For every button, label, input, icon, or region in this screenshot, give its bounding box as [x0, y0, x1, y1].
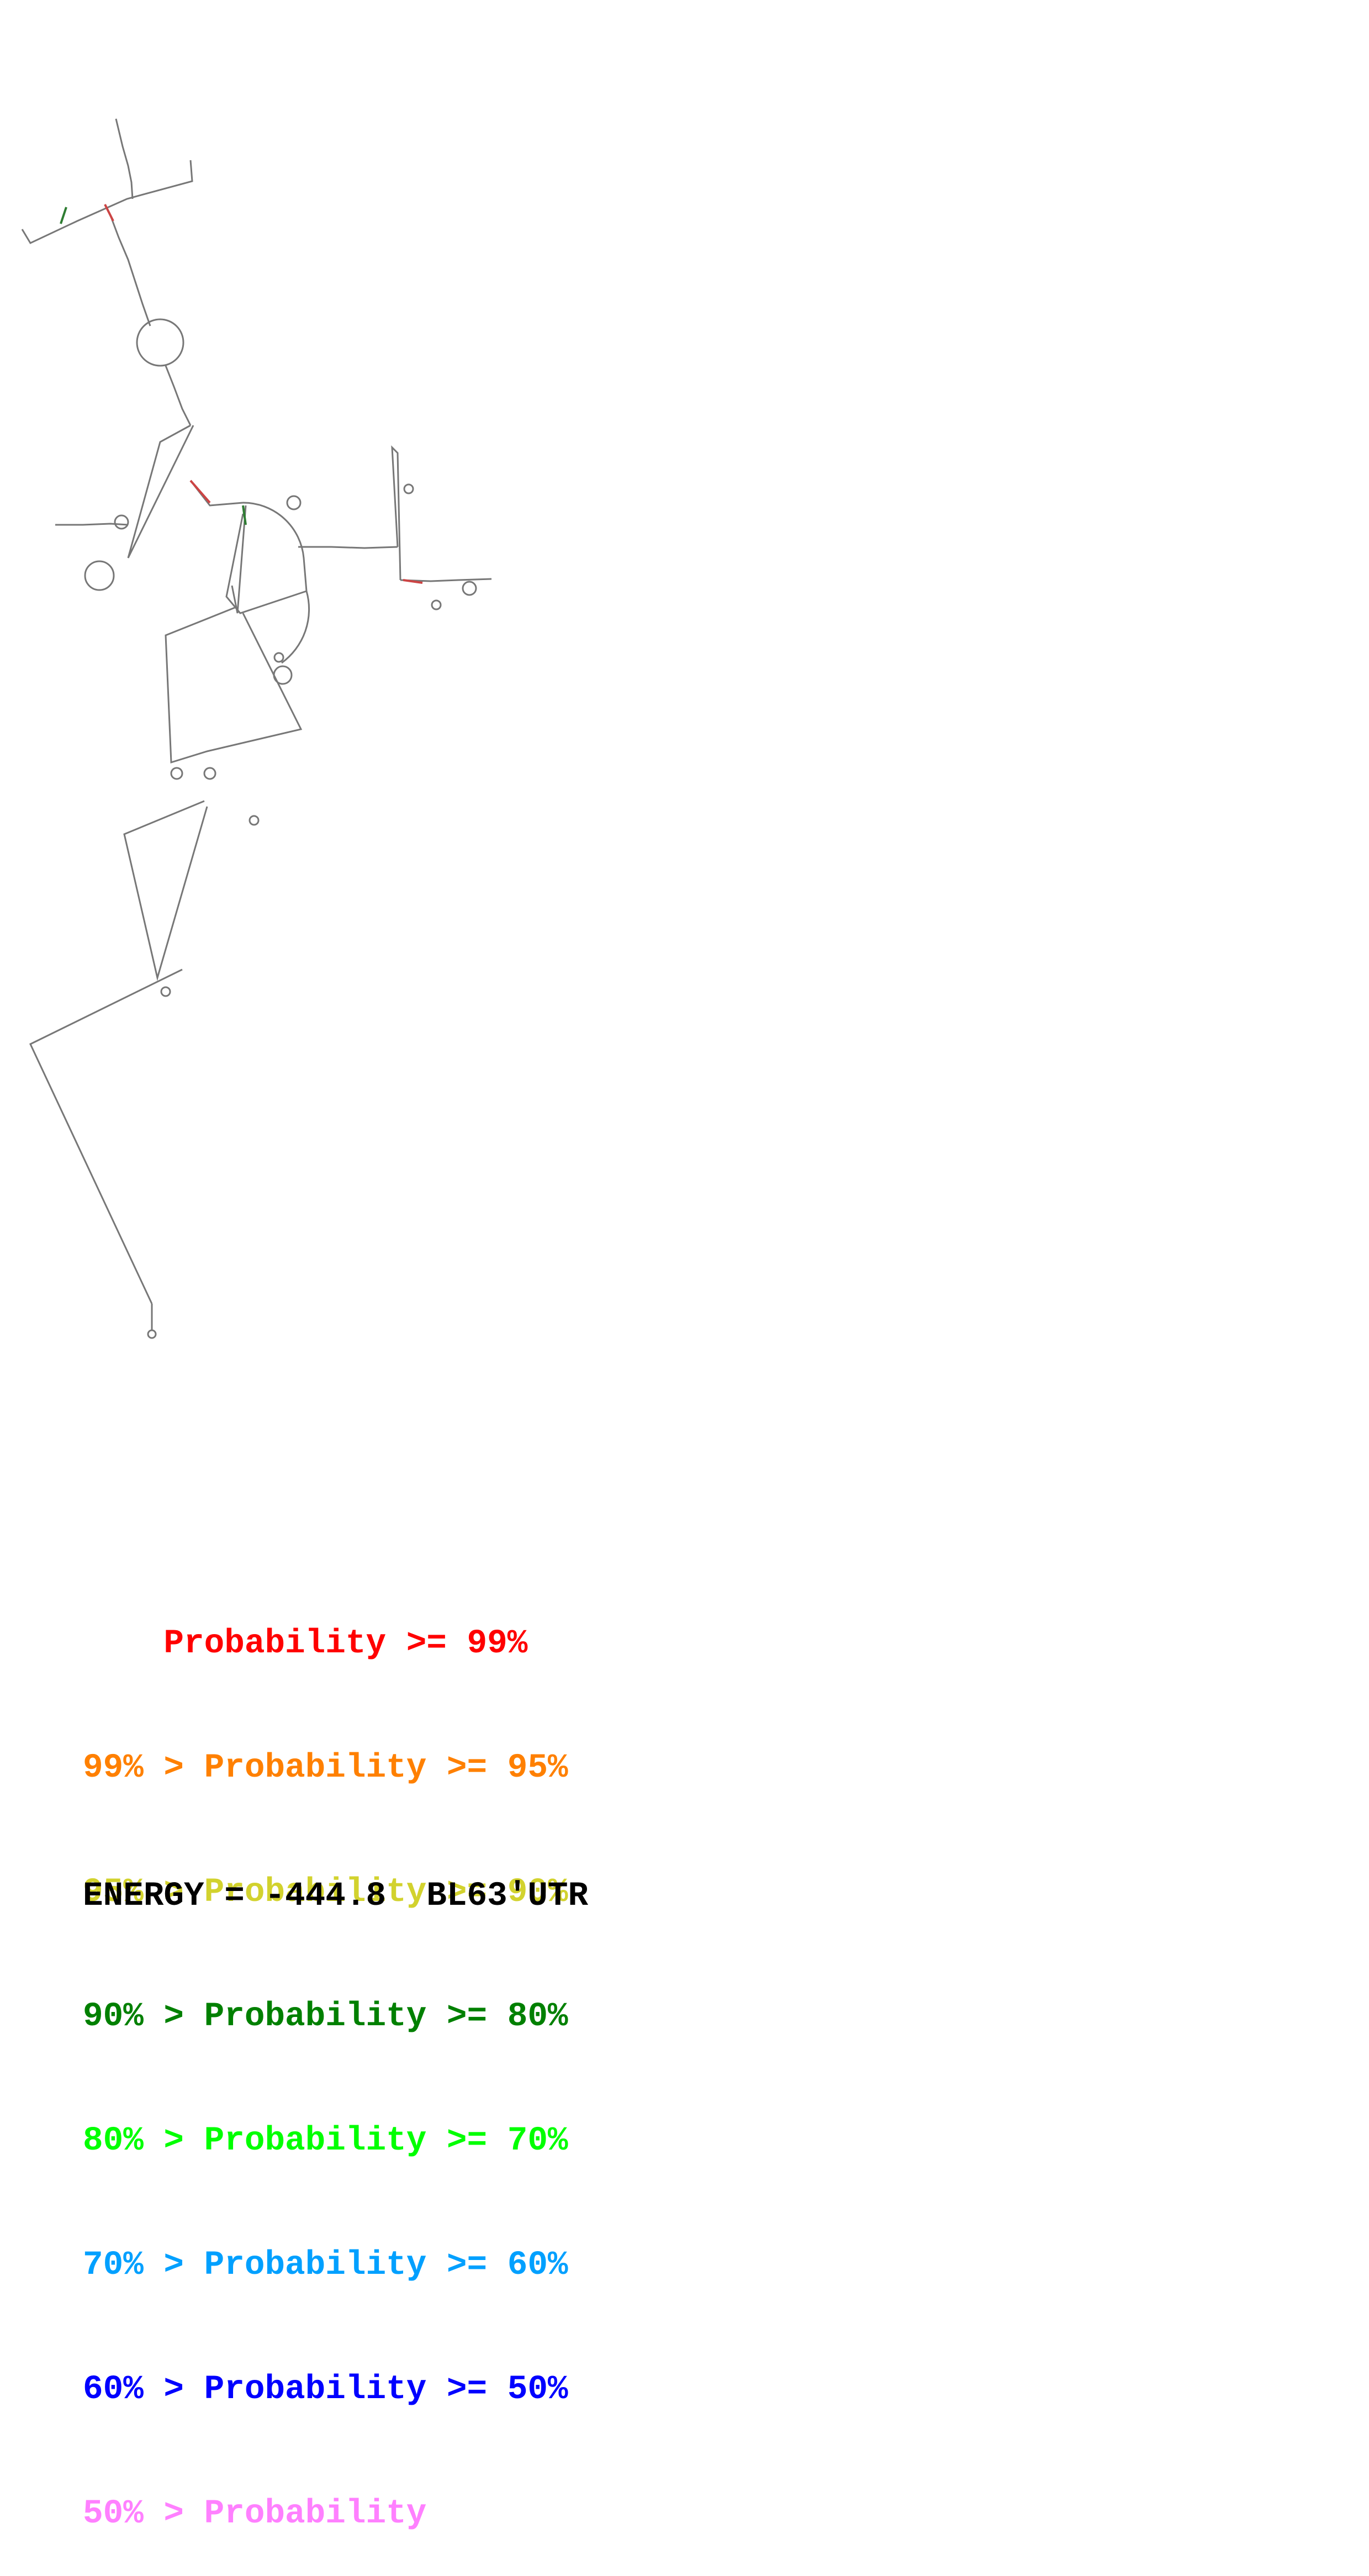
- right-loop-c: [431, 599, 442, 610]
- legend-entry-90: 95% > Probability >= 90%: [83, 1873, 568, 1911]
- central-cross-line: [225, 513, 307, 614]
- legend-entry-80: 90% > Probability >= 80%: [83, 1998, 568, 2036]
- probability-legend: Probability >= 99% 99% > Probability >= …: [83, 1540, 568, 2576]
- central-top-loop: [286, 495, 302, 510]
- legend-entry-60: 70% > Probability >= 60%: [83, 2246, 568, 2284]
- bottom-loop: [147, 1329, 157, 1339]
- left-connector: [127, 424, 194, 559]
- base-pair-red: [189, 480, 211, 504]
- upper-stem: [109, 215, 151, 326]
- legend-entry-99: Probability >= 99%: [83, 1625, 528, 1663]
- lower-connector-2: [123, 800, 208, 981]
- rna-backbone: [21, 118, 492, 1339]
- top-left-arm: [21, 160, 193, 244]
- legend-entry-95: 99% > Probability >= 95%: [83, 1749, 568, 1787]
- legend-entry-50: 60% > Probability >= 50%: [83, 2370, 568, 2409]
- legend-entry-70: 80% > Probability >= 70%: [83, 2122, 568, 2160]
- right-loop-b: [403, 483, 414, 494]
- left-lower-loop: [84, 560, 115, 591]
- energy-label: ENERGY = -444.8 BL63'UTR: [83, 1877, 589, 1915]
- lower-connector-1: [165, 607, 303, 764]
- lower-loop-b: [203, 767, 216, 780]
- right-vertical-line: [391, 445, 401, 581]
- upper-large-loop: [136, 318, 184, 367]
- lower-loop-d: [160, 986, 171, 997]
- stem-below-loop: [165, 365, 192, 426]
- right-loop-a: [462, 581, 477, 596]
- lower-connector-3: [29, 968, 183, 1304]
- central-small-loop: [273, 652, 284, 663]
- legend-entry-below-50: 50% > Probability: [83, 2495, 427, 2533]
- top-left-stem: [115, 118, 134, 199]
- central-inner-lines: [231, 505, 247, 614]
- lower-loop-a: [170, 767, 183, 780]
- central-multiloop-arc: [242, 502, 310, 664]
- right-horizontal-stem: [298, 546, 398, 549]
- central-diagonal-stem: [189, 480, 244, 507]
- rna-structure-diagram: [21, 118, 492, 1339]
- left-horizontal-stem: [55, 523, 129, 526]
- base-pair-green: [60, 207, 67, 224]
- left-upper-loop: [114, 514, 129, 530]
- base-pair-red-right: [403, 579, 423, 584]
- right-lower-stem: [400, 578, 492, 582]
- base-pair-green-center: [242, 505, 247, 525]
- base-pair-red-top: [104, 204, 114, 222]
- lower-loop-c: [249, 815, 260, 826]
- base-pair-highlights: [60, 204, 423, 584]
